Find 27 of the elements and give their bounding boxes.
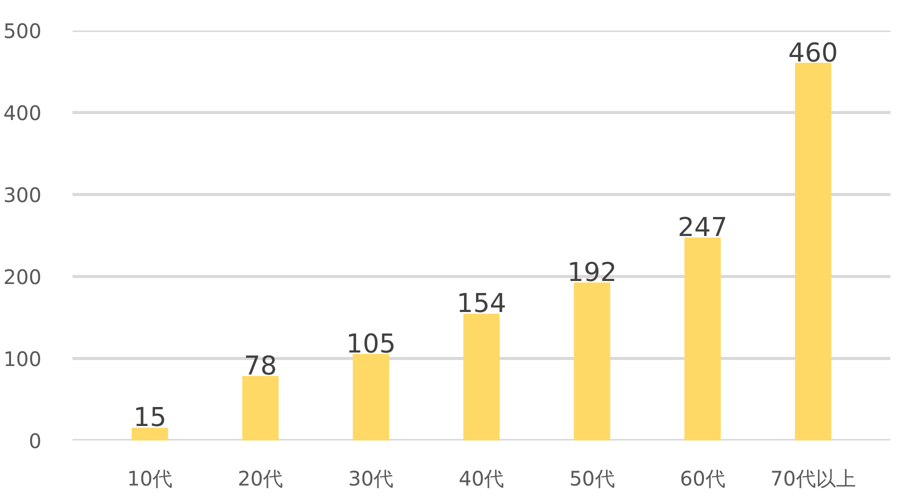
bar: [352, 354, 390, 440]
y-tick-label: 300: [3, 183, 42, 207]
x-tick-label: 60代: [680, 466, 726, 490]
x-tick-label: 30代: [348, 466, 394, 490]
data-label: 78: [244, 352, 277, 382]
y-tick-label: 400: [3, 101, 42, 125]
x-tick-label: 20代: [238, 466, 284, 490]
data-label: 247: [678, 212, 728, 243]
y-tick-label: 100: [3, 347, 42, 371]
bar: [684, 237, 721, 440]
x-tick-label: 10代: [127, 466, 173, 490]
bar: [242, 376, 279, 440]
y-tick-label: 0: [28, 429, 42, 453]
x-tick-label: 40代: [458, 466, 504, 490]
data-label: 15: [133, 403, 166, 434]
bar: [132, 428, 168, 440]
x-tick-label: 70代以上: [770, 466, 856, 490]
data-label: 154: [456, 289, 506, 320]
bar: [794, 62, 832, 440]
data-label: 460: [788, 38, 838, 68]
y-tick-label: 500: [3, 19, 42, 43]
x-tick-label: 50代: [569, 466, 615, 490]
bar: [574, 282, 610, 440]
data-label: 105: [346, 329, 396, 360]
y-tick-label: 200: [3, 265, 42, 289]
data-label: 192: [567, 258, 617, 288]
bar: [463, 314, 500, 440]
